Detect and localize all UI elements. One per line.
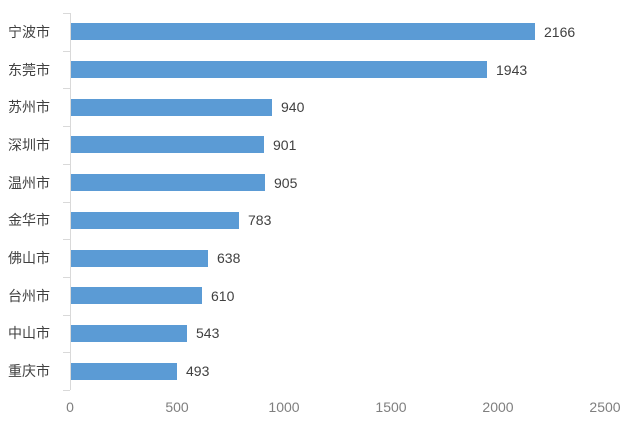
y-axis-tick <box>63 202 70 203</box>
bar <box>71 287 202 304</box>
value-label: 905 <box>274 175 298 191</box>
y-axis-tick <box>63 164 70 165</box>
value-label: 543 <box>196 325 220 341</box>
y-axis-tick <box>63 390 70 391</box>
bar <box>71 212 239 229</box>
category-label: 深圳市 <box>8 137 50 153</box>
category-label: 温州市 <box>8 175 50 191</box>
value-label: 1943 <box>496 62 528 78</box>
category-label: 中山市 <box>8 325 50 341</box>
value-label: 493 <box>186 363 210 379</box>
x-axis-tick-label: 500 <box>165 399 189 415</box>
bar <box>71 136 264 153</box>
value-label: 2166 <box>544 24 576 40</box>
category-label: 佛山市 <box>8 250 50 266</box>
value-label: 940 <box>281 99 305 115</box>
category-label: 台州市 <box>8 288 50 304</box>
y-axis-tick <box>63 126 70 127</box>
bar <box>71 325 187 342</box>
category-label: 东莞市 <box>8 62 50 78</box>
x-axis-tick-label: 2500 <box>589 399 621 415</box>
bar <box>71 61 487 78</box>
bar <box>71 250 208 267</box>
y-axis-tick <box>63 352 70 353</box>
value-label: 638 <box>217 250 241 266</box>
x-axis-tick-label: 1500 <box>375 399 407 415</box>
value-label: 610 <box>211 288 235 304</box>
category-label: 重庆市 <box>8 363 50 379</box>
value-label: 783 <box>248 212 272 228</box>
y-axis-tick <box>63 51 70 52</box>
category-label: 金华市 <box>8 212 50 228</box>
y-axis-tick <box>63 239 70 240</box>
y-axis-tick <box>63 88 70 89</box>
y-axis-tick <box>63 13 70 14</box>
bar <box>71 99 272 116</box>
bar <box>71 174 265 191</box>
value-label: 901 <box>273 137 297 153</box>
y-axis-tick <box>63 315 70 316</box>
bar <box>71 23 535 40</box>
bar <box>71 363 177 380</box>
x-axis-tick-label: 0 <box>66 399 74 415</box>
y-axis-line <box>70 13 71 390</box>
category-label: 苏州市 <box>8 99 50 115</box>
category-label: 宁波市 <box>8 24 50 40</box>
x-axis-tick-label: 2000 <box>482 399 514 415</box>
y-axis-tick <box>63 277 70 278</box>
x-axis-tick-label: 1000 <box>268 399 300 415</box>
